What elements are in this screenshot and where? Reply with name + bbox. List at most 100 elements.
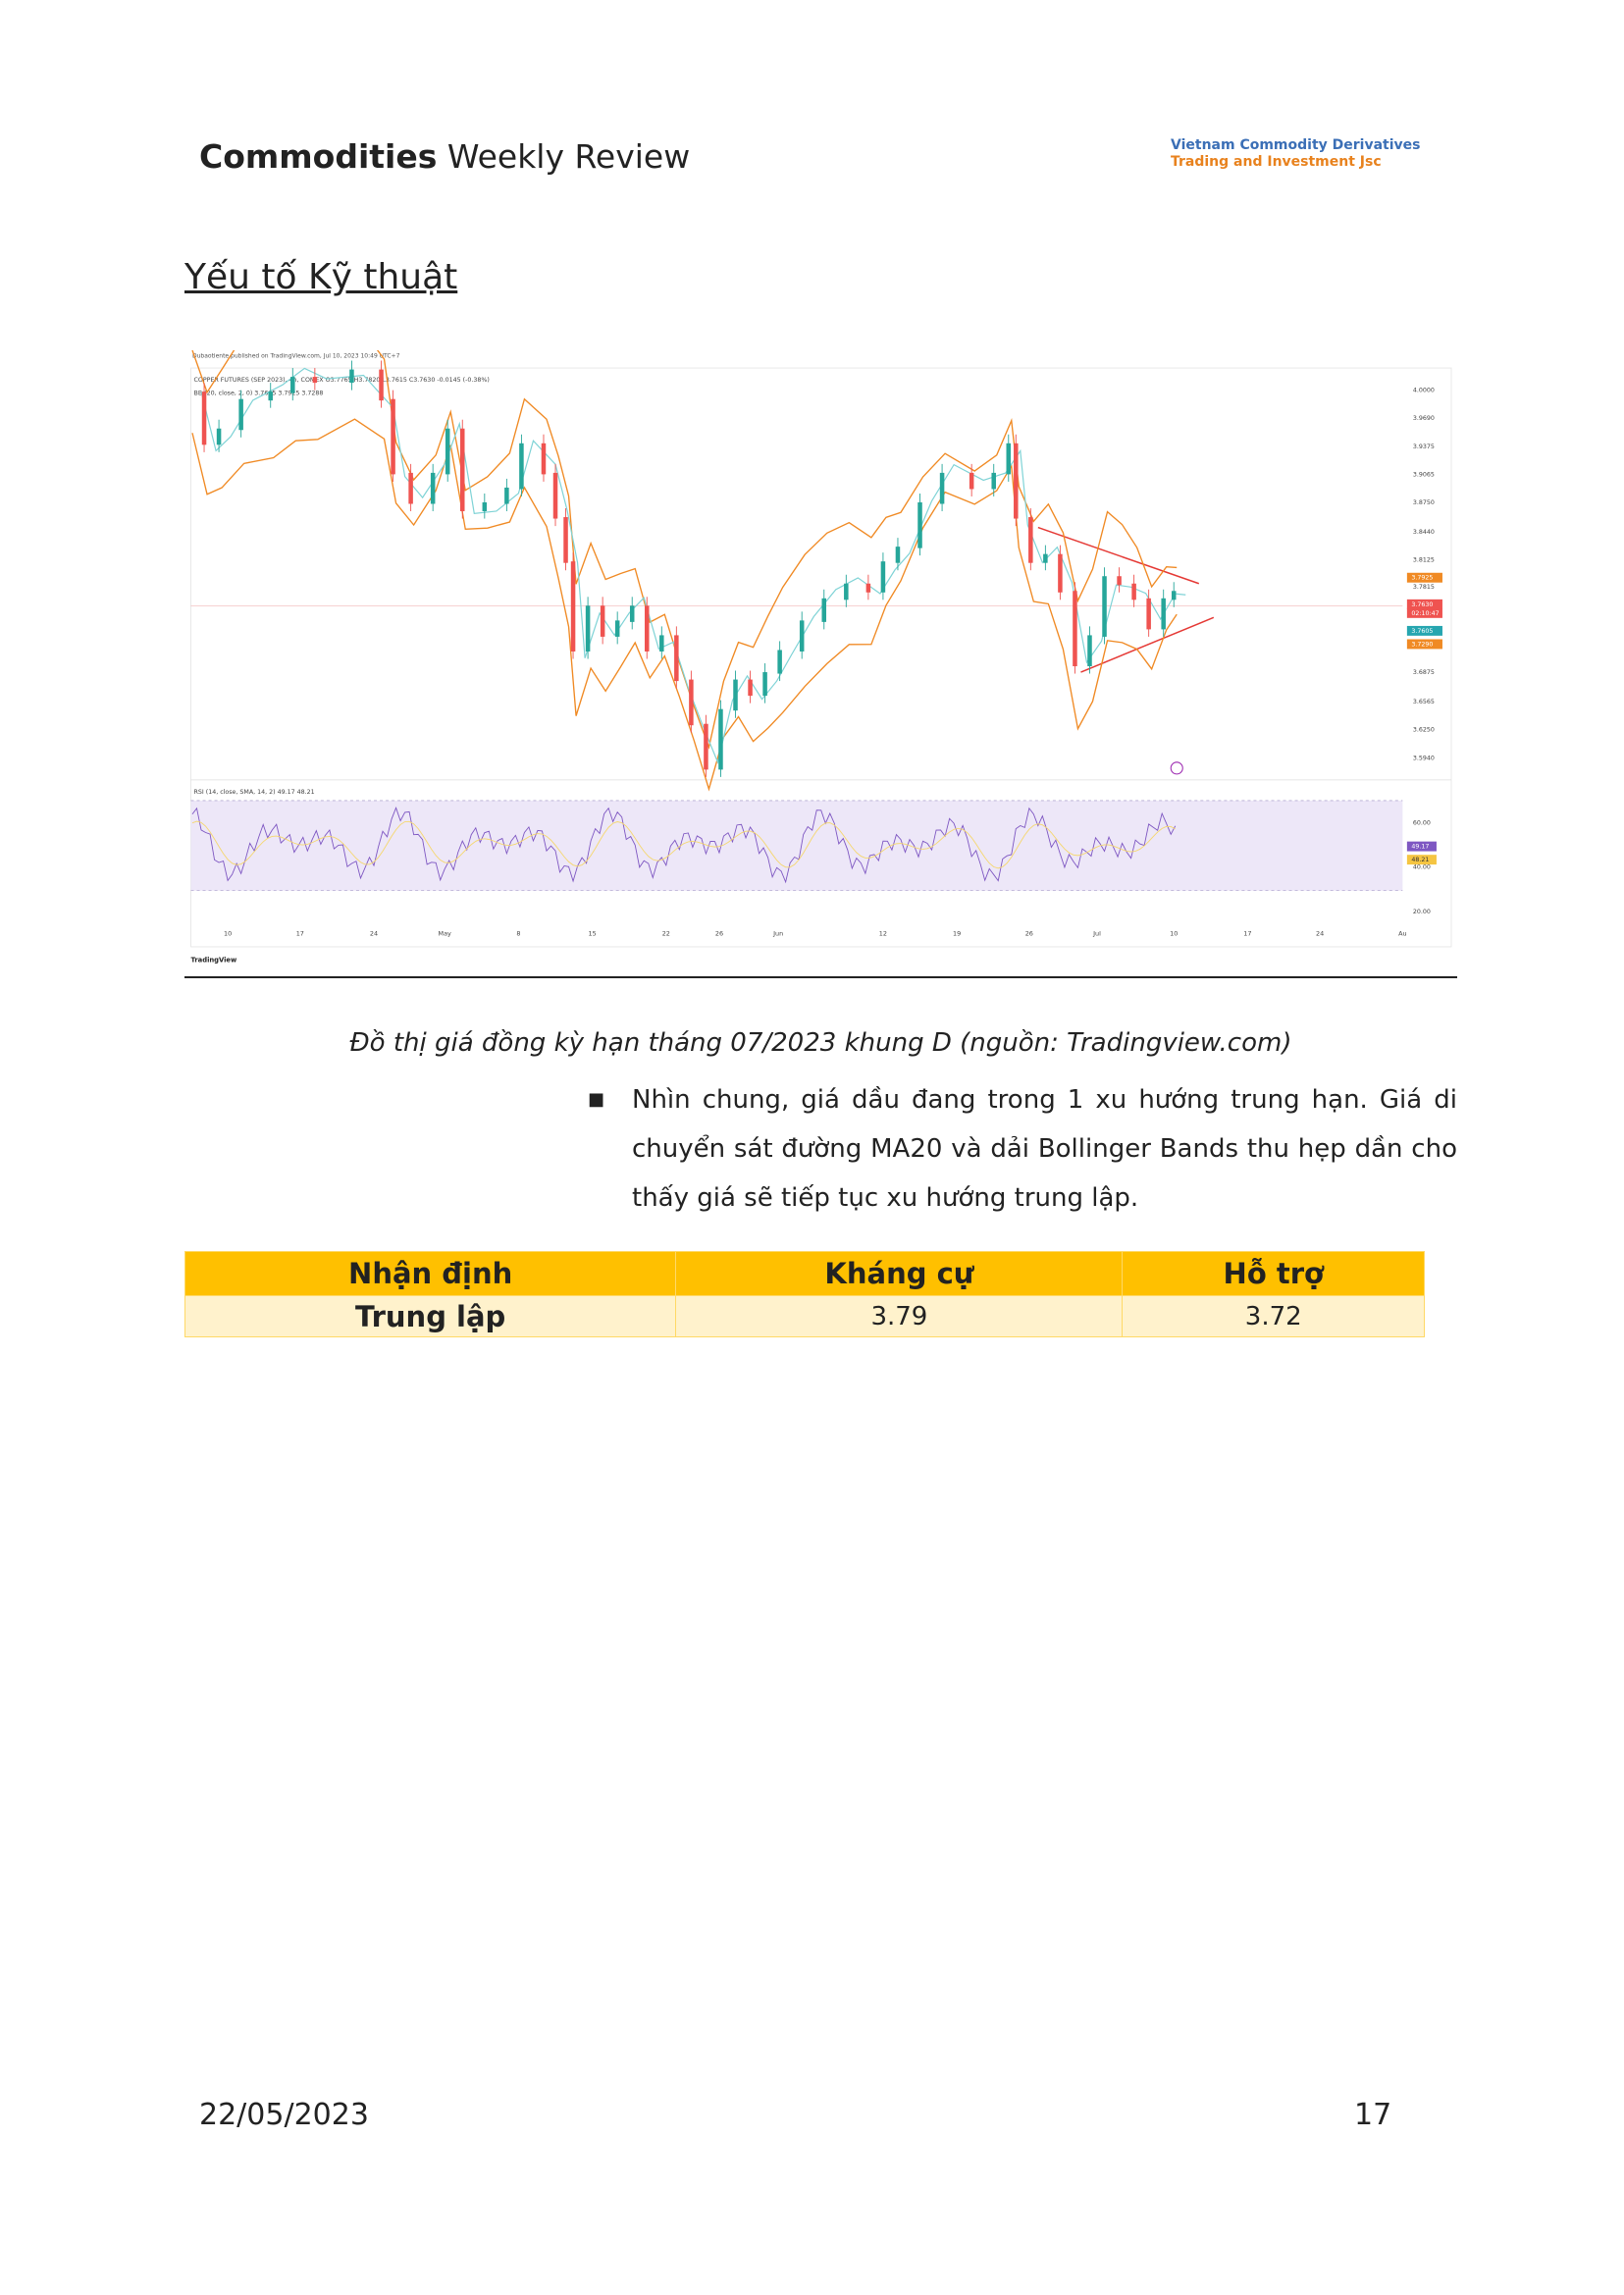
candle-body [1161,598,1166,630]
price-tick: 3.8125 [1413,557,1435,564]
price-tag-bg [1406,572,1442,583]
logo-line: Trading and Investment Jsc [1171,154,1382,170]
chart-frame [190,367,1452,948]
candle-body [1102,576,1107,637]
x-label: Jun [772,929,783,937]
section-title: Yếu tố Kỹ thuật [184,257,458,297]
candle-body [659,635,664,652]
candle-body [312,377,318,384]
rsi-tick: 20.00 [1413,909,1431,915]
footer-date: 22/05/2023 [199,2098,369,2132]
candle-body [552,472,558,519]
price-tag: 3.7290 [1411,641,1433,648]
rsi-tag-bg [1406,841,1437,852]
x-label: 12 [879,929,887,937]
candle-body [865,583,871,593]
candle-body [821,598,827,622]
price-tick: 3.6250 [1413,727,1435,734]
header-cell: Nhận định [183,1251,677,1296]
candle-body [585,605,591,652]
rsi-tag: 49.17 [1411,844,1429,851]
price-tick: 3.5940 [1413,755,1435,761]
table-header: Nhận định Kháng cự Hỗ trợ [183,1251,1425,1296]
candle-body [674,635,679,682]
candle-body [570,561,576,652]
candle-body [1058,553,1063,593]
candle-body [880,561,886,593]
candle-body [430,472,436,504]
x-label: 17 [296,929,304,937]
brand-rest: Weekly Review [446,137,691,176]
price-tick: 3.9065 [1413,471,1435,478]
rsi-label: RSI (14, close, SMA, 14, 2) 49.17 48.21 [194,789,315,796]
candle-body [290,377,295,393]
cell: 3.72 [1122,1295,1425,1337]
bb-upper [191,350,1178,750]
candle-body [939,472,945,504]
candle-body [917,501,922,548]
price-tick: 3.8440 [1413,529,1435,536]
rsi-tick: 40.00 [1413,864,1431,871]
x-label: 26 [715,929,723,937]
candle-body [238,398,243,431]
price-tick: 3.6875 [1413,669,1435,676]
candle-body [519,443,524,490]
price-tick: 3.6565 [1413,699,1435,705]
candle-body [1006,443,1012,475]
candle-body [1014,443,1019,519]
chart-image: Dubaotiente published on TradingView.com… [189,350,1454,967]
candle-body [268,391,273,401]
x-label: Jul [1092,929,1101,937]
x-label: 24 [1316,929,1324,937]
attribution: Dubaotiente published on TradingView.com… [192,353,400,360]
x-label: 10 [1170,929,1178,937]
cell: Trung lập [183,1295,677,1337]
trend-line [1037,526,1200,585]
page-number: 17 [1354,2098,1392,2132]
price-tick: 3.8750 [1413,499,1435,506]
rsi-ma [191,820,1176,869]
candle-body [718,708,723,770]
price-tag-bg [1406,599,1442,609]
x-label: May [439,929,452,937]
candle-body [445,428,450,475]
candle-body [563,517,568,563]
tv-brand: TradingView [191,956,237,964]
candle-body [1043,553,1048,563]
price-tick: 3.9375 [1413,443,1435,450]
logo: Vietnam Commodity Derivatives Trading and… [1171,137,1421,171]
x-label: 26 [1025,929,1033,937]
candle-body [799,620,805,652]
table-row: Trung lập 3.79 3.72 [183,1295,1425,1337]
candle-body [349,369,354,384]
x-label: 15 [589,929,597,937]
candle-body [504,487,509,504]
candle-body [201,391,207,445]
price-tick: 4.0000 [1413,388,1435,394]
event-icon [1170,761,1183,775]
rule [184,976,1457,978]
candle-body [216,428,222,445]
ma-line [200,367,1186,764]
bb-line: BB (20, close, 2, 0) 3.7605 3.7925 3.728… [194,391,324,397]
candle-body [733,679,738,711]
candle-body [629,605,635,622]
candle-body [645,605,650,652]
x-label: 22 [662,929,670,937]
candle-body [1131,583,1136,600]
brand: Commodities Weekly Review [199,137,690,176]
brand-bold: Commodities [199,137,438,176]
candle-body [969,472,974,490]
candle-body [391,398,395,475]
x-label: 24 [370,929,378,937]
price-tag: 02:10:47 [1411,610,1439,617]
cell: 3.79 [675,1295,1124,1337]
candle-body [777,650,782,674]
price-tick: 3.7815 [1413,584,1435,591]
logo-line: Vietnam Commodity Derivatives [1171,137,1421,153]
candle-body [844,583,849,600]
rsi-line [191,807,1177,884]
x-label: 19 [953,929,961,937]
candle-body [1073,591,1077,667]
candle-body [762,672,767,697]
